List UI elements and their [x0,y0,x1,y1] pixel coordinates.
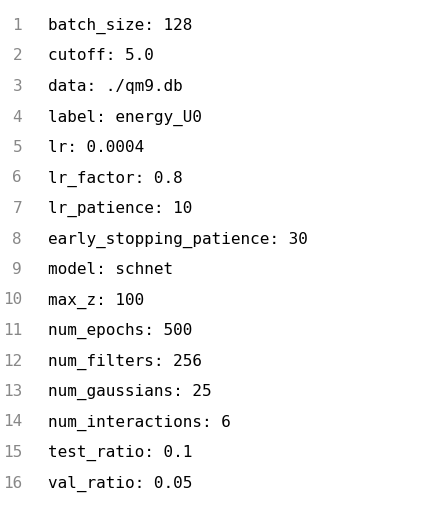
Text: 16: 16 [3,475,22,490]
Text: 15: 15 [3,445,22,460]
Text: 2: 2 [12,48,22,63]
Text: num_epochs: 500: num_epochs: 500 [48,323,192,339]
Text: 13: 13 [3,384,22,399]
Text: 3: 3 [12,79,22,94]
Text: early_stopping_patience: 30: early_stopping_patience: 30 [48,231,308,248]
Text: 10: 10 [3,292,22,307]
Text: cutoff: 5.0: cutoff: 5.0 [48,48,154,63]
Text: 9: 9 [12,262,22,277]
Text: batch_size: 128: batch_size: 128 [48,18,192,34]
Text: num_filters: 256: num_filters: 256 [48,354,202,370]
Text: 8: 8 [12,231,22,246]
Text: 6: 6 [12,171,22,186]
Text: test_ratio: 0.1: test_ratio: 0.1 [48,445,192,461]
Text: 7: 7 [12,201,22,216]
Text: lr_factor: 0.8: lr_factor: 0.8 [48,171,183,187]
Text: data: ./qm9.db: data: ./qm9.db [48,79,183,94]
Text: num_gaussians: 25: num_gaussians: 25 [48,384,212,400]
Text: lr: 0.0004: lr: 0.0004 [48,140,144,155]
Text: 1: 1 [12,18,22,33]
Text: model: schnet: model: schnet [48,262,173,277]
Text: max_z: 100: max_z: 100 [48,292,144,309]
Text: 14: 14 [3,414,22,430]
Text: num_interactions: 6: num_interactions: 6 [48,414,231,431]
Text: val_ratio: 0.05: val_ratio: 0.05 [48,475,192,492]
Text: 11: 11 [3,323,22,338]
Text: 5: 5 [12,140,22,155]
Text: lr_patience: 10: lr_patience: 10 [48,201,192,217]
Text: 4: 4 [12,110,22,124]
Text: label: energy_U0: label: energy_U0 [48,110,202,126]
Text: 12: 12 [3,354,22,369]
